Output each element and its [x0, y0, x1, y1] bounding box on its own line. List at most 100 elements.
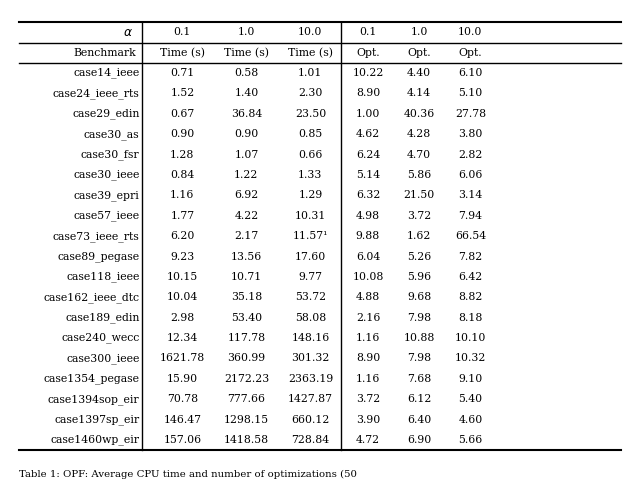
Text: 360.99: 360.99 — [227, 353, 266, 364]
Text: 0.58: 0.58 — [234, 68, 259, 78]
Text: 10.88: 10.88 — [403, 333, 435, 343]
Text: 1418.58: 1418.58 — [224, 435, 269, 445]
Text: case30_fsr: case30_fsr — [81, 149, 140, 160]
Text: 1427.87: 1427.87 — [288, 394, 333, 404]
Text: 7.98: 7.98 — [407, 313, 431, 323]
Text: 1.28: 1.28 — [170, 150, 195, 159]
Text: 4.88: 4.88 — [356, 292, 380, 302]
Text: 4.40: 4.40 — [407, 68, 431, 78]
Text: 21.50: 21.50 — [404, 190, 435, 200]
Text: 1.16: 1.16 — [356, 333, 380, 343]
Text: case118_ieee: case118_ieee — [66, 272, 140, 282]
Text: 6.12: 6.12 — [407, 394, 431, 404]
Text: case1394sop_eir: case1394sop_eir — [48, 394, 140, 404]
Text: 1.07: 1.07 — [234, 150, 259, 159]
Text: 4.14: 4.14 — [407, 89, 431, 98]
Text: 3.80: 3.80 — [458, 129, 483, 139]
Text: 1.16: 1.16 — [170, 190, 195, 200]
Text: 6.92: 6.92 — [234, 190, 259, 200]
Text: 1.01: 1.01 — [298, 68, 323, 78]
Text: Time (s): Time (s) — [224, 48, 269, 58]
Text: 4.72: 4.72 — [356, 435, 380, 445]
Text: Benchmark: Benchmark — [74, 48, 136, 58]
Text: 12.34: 12.34 — [167, 333, 198, 343]
Text: 5.86: 5.86 — [407, 170, 431, 180]
Text: 53.72: 53.72 — [295, 292, 326, 302]
Text: Opt.: Opt. — [459, 48, 482, 58]
Text: 10.10: 10.10 — [454, 333, 486, 343]
Text: 4.60: 4.60 — [458, 415, 483, 425]
Text: 3.90: 3.90 — [356, 415, 380, 425]
Text: 1.29: 1.29 — [298, 190, 323, 200]
Text: 10.31: 10.31 — [294, 211, 326, 221]
Text: 2.98: 2.98 — [170, 313, 195, 323]
Text: 777.66: 777.66 — [227, 394, 266, 404]
Text: 6.32: 6.32 — [356, 190, 380, 200]
Text: 11.57¹: 11.57¹ — [292, 231, 328, 241]
Text: 6.40: 6.40 — [407, 415, 431, 425]
Text: 40.36: 40.36 — [404, 109, 435, 119]
Text: 53.40: 53.40 — [231, 313, 262, 323]
Text: 2172.23: 2172.23 — [224, 374, 269, 384]
Text: 7.82: 7.82 — [458, 251, 483, 262]
Text: 8.90: 8.90 — [356, 353, 380, 364]
Text: 1.0: 1.0 — [237, 28, 255, 37]
Text: case189_edin: case189_edin — [65, 312, 140, 323]
Text: case30_as: case30_as — [84, 129, 140, 140]
Text: 0.71: 0.71 — [170, 68, 195, 78]
Text: 0.1: 0.1 — [359, 28, 377, 37]
Text: case30_ieee: case30_ieee — [73, 170, 140, 181]
Text: 1.0: 1.0 — [410, 28, 428, 37]
Text: 58.08: 58.08 — [295, 313, 326, 323]
Text: 5.96: 5.96 — [407, 272, 431, 282]
Text: case240_wecc: case240_wecc — [61, 333, 140, 343]
Text: Time (s): Time (s) — [288, 48, 333, 58]
Text: 2363.19: 2363.19 — [288, 374, 333, 384]
Text: case57_ieee: case57_ieee — [74, 211, 140, 221]
Text: 1298.15: 1298.15 — [224, 415, 269, 425]
Text: 6.42: 6.42 — [458, 272, 483, 282]
Text: 7.98: 7.98 — [407, 353, 431, 364]
Text: case29_edin: case29_edin — [72, 109, 140, 119]
Text: 1.62: 1.62 — [407, 231, 431, 241]
Text: 15.90: 15.90 — [167, 374, 198, 384]
Text: 66.54: 66.54 — [455, 231, 486, 241]
Text: 27.78: 27.78 — [455, 109, 486, 119]
Text: 2.30: 2.30 — [298, 89, 323, 98]
Text: 8.90: 8.90 — [356, 89, 380, 98]
Text: $\alpha$: $\alpha$ — [124, 26, 133, 39]
Text: 2.16: 2.16 — [356, 313, 380, 323]
Text: 4.98: 4.98 — [356, 211, 380, 221]
Text: 4.28: 4.28 — [407, 129, 431, 139]
Text: Table 1: OPF: Average CPU time and number of optimizations (50: Table 1: OPF: Average CPU time and numbe… — [19, 470, 357, 479]
Text: case24_ieee_rts: case24_ieee_rts — [52, 88, 140, 99]
Text: 5.14: 5.14 — [356, 170, 380, 180]
Text: 10.15: 10.15 — [167, 272, 198, 282]
Text: 6.04: 6.04 — [356, 251, 380, 262]
Text: 1.52: 1.52 — [170, 89, 195, 98]
Text: 1.40: 1.40 — [234, 89, 259, 98]
Text: 5.10: 5.10 — [458, 89, 483, 98]
Text: 0.1: 0.1 — [173, 28, 191, 37]
Text: 5.26: 5.26 — [407, 251, 431, 262]
Text: 728.84: 728.84 — [291, 435, 330, 445]
Text: 5.40: 5.40 — [458, 394, 483, 404]
Text: 660.12: 660.12 — [291, 415, 330, 425]
Text: case14_ieee: case14_ieee — [73, 68, 140, 78]
Text: 1.22: 1.22 — [234, 170, 259, 180]
Text: 0.90: 0.90 — [170, 129, 195, 139]
Text: 9.10: 9.10 — [458, 374, 483, 384]
Text: 1621.78: 1621.78 — [160, 353, 205, 364]
Text: 301.32: 301.32 — [291, 353, 330, 364]
Text: 0.67: 0.67 — [170, 109, 195, 119]
Text: 148.16: 148.16 — [291, 333, 330, 343]
Text: 157.06: 157.06 — [163, 435, 202, 445]
Text: 13.56: 13.56 — [231, 251, 262, 262]
Text: 4.22: 4.22 — [234, 211, 259, 221]
Text: 7.94: 7.94 — [458, 211, 483, 221]
Text: 9.88: 9.88 — [356, 231, 380, 241]
Text: 1.16: 1.16 — [356, 374, 380, 384]
Text: 0.84: 0.84 — [170, 170, 195, 180]
Text: case1460wp_eir: case1460wp_eir — [51, 434, 140, 445]
Text: case1397sp_eir: case1397sp_eir — [54, 414, 140, 425]
